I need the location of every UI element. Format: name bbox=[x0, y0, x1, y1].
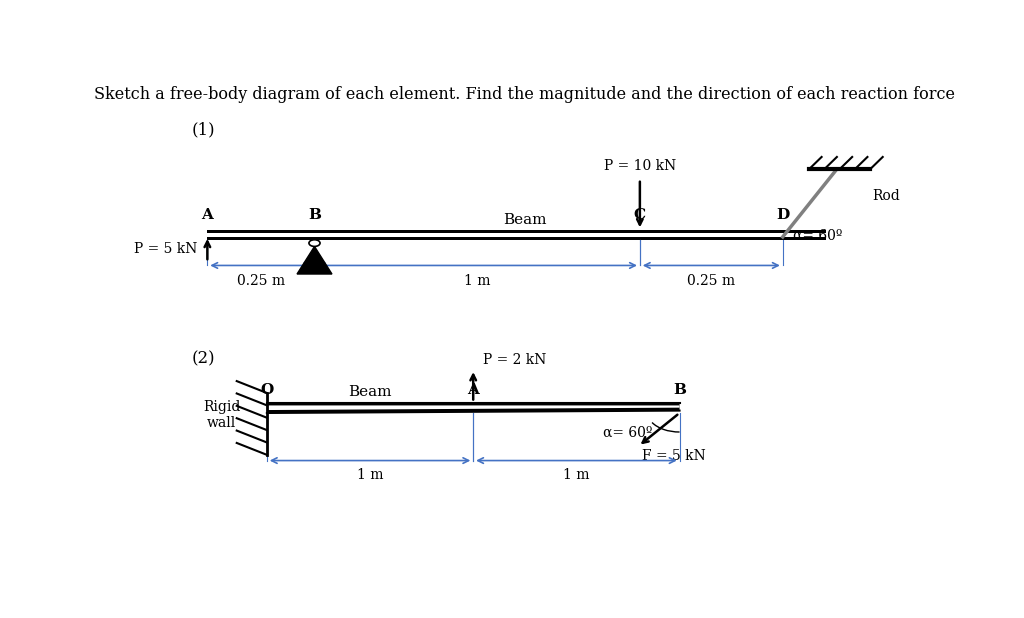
Text: Beam: Beam bbox=[348, 384, 392, 399]
Text: C: C bbox=[634, 208, 646, 222]
Polygon shape bbox=[267, 405, 680, 410]
Text: B: B bbox=[308, 208, 321, 222]
Text: Rod: Rod bbox=[872, 188, 900, 203]
Text: (1): (1) bbox=[191, 122, 215, 139]
Text: α= 60º: α= 60º bbox=[793, 229, 843, 243]
Text: 1 m: 1 m bbox=[464, 274, 490, 288]
Text: B: B bbox=[673, 383, 686, 397]
Text: A: A bbox=[202, 208, 213, 222]
Text: 1 m: 1 m bbox=[356, 468, 383, 481]
Text: P = 10 kN: P = 10 kN bbox=[604, 159, 676, 173]
Text: P = 2 kN: P = 2 kN bbox=[482, 353, 546, 367]
Text: 0.25 m: 0.25 m bbox=[687, 274, 735, 288]
Text: P = 5 kN: P = 5 kN bbox=[134, 242, 198, 256]
Text: A: A bbox=[467, 383, 479, 397]
Text: F = 5 kN: F = 5 kN bbox=[642, 449, 706, 463]
Polygon shape bbox=[297, 247, 332, 274]
Text: Rigid
wall: Rigid wall bbox=[203, 400, 241, 430]
Text: Sketch a free-body diagram of each element. Find the magnitude and the direction: Sketch a free-body diagram of each eleme… bbox=[94, 86, 955, 103]
Polygon shape bbox=[207, 233, 826, 237]
Text: Beam: Beam bbox=[503, 213, 547, 227]
Text: O: O bbox=[260, 383, 273, 397]
Text: α= 60º: α= 60º bbox=[602, 425, 652, 439]
Polygon shape bbox=[207, 231, 826, 240]
Text: D: D bbox=[776, 208, 790, 222]
Text: 0.25 m: 0.25 m bbox=[237, 274, 285, 288]
Circle shape bbox=[309, 240, 321, 247]
Text: (2): (2) bbox=[191, 350, 215, 367]
Text: 1 m: 1 m bbox=[563, 468, 590, 481]
Polygon shape bbox=[267, 402, 680, 413]
